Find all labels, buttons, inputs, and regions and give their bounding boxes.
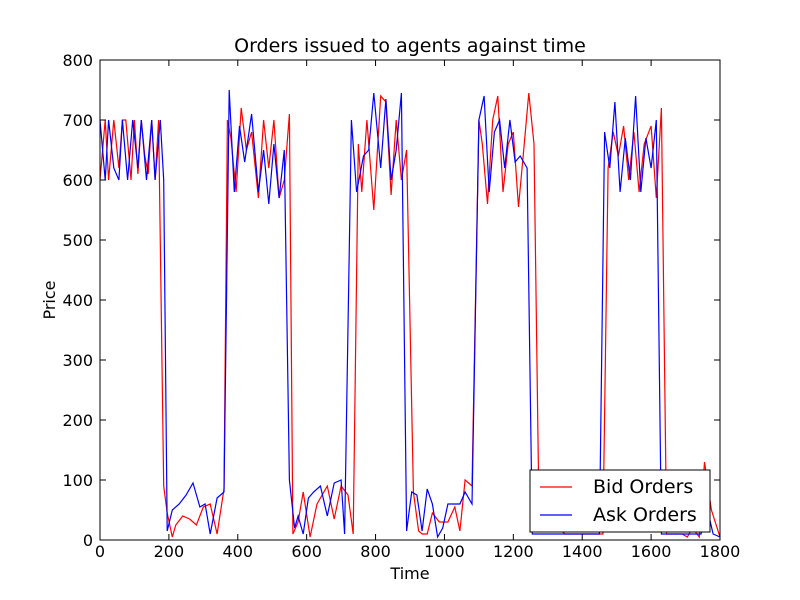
y-axis: 0 100 200 300 400 500 600 700 800 [62, 51, 720, 550]
y-tick-label: 200 [62, 411, 93, 430]
legend-box [529, 469, 711, 533]
legend-label-ask: Ask Orders [593, 504, 697, 526]
y-tick-label: 0 [83, 531, 93, 550]
x-tick-label: 200 [154, 542, 185, 561]
y-tick-label: 100 [62, 471, 93, 490]
x-tick-label: 1600 [631, 542, 672, 561]
x-tick-label: 400 [223, 542, 254, 561]
y-tick-label: 800 [62, 51, 93, 70]
y-tick-label: 300 [62, 351, 93, 370]
legend-label-bid: Bid Orders [593, 476, 693, 498]
series-line-bid [99, 92, 721, 539]
y-axis-label: Price [40, 280, 59, 319]
x-tick-label: 1800 [700, 542, 741, 561]
legend: Bid Orders Ask Orders [529, 469, 711, 533]
x-tick-label: 800 [360, 542, 391, 561]
y-tick-label: 400 [62, 291, 93, 310]
y-tick-label: 700 [62, 111, 93, 130]
y-tick-label: 500 [62, 231, 93, 250]
series-line-ask [99, 89, 721, 539]
chart-title: Orders issued to agents against time [234, 35, 586, 57]
y-tick-label: 600 [62, 171, 93, 190]
x-tick-label: 600 [291, 542, 322, 561]
x-axis-label: Time [389, 564, 429, 583]
x-tick-label: 1000 [424, 542, 465, 561]
x-axis: 0 200 400 600 800 1000 1200 1400 1600 1800 [95, 60, 740, 561]
series-lines [99, 89, 721, 539]
x-tick-label: 1200 [493, 542, 534, 561]
x-tick-label: 0 [95, 542, 105, 561]
x-tick-label: 1400 [562, 542, 603, 561]
